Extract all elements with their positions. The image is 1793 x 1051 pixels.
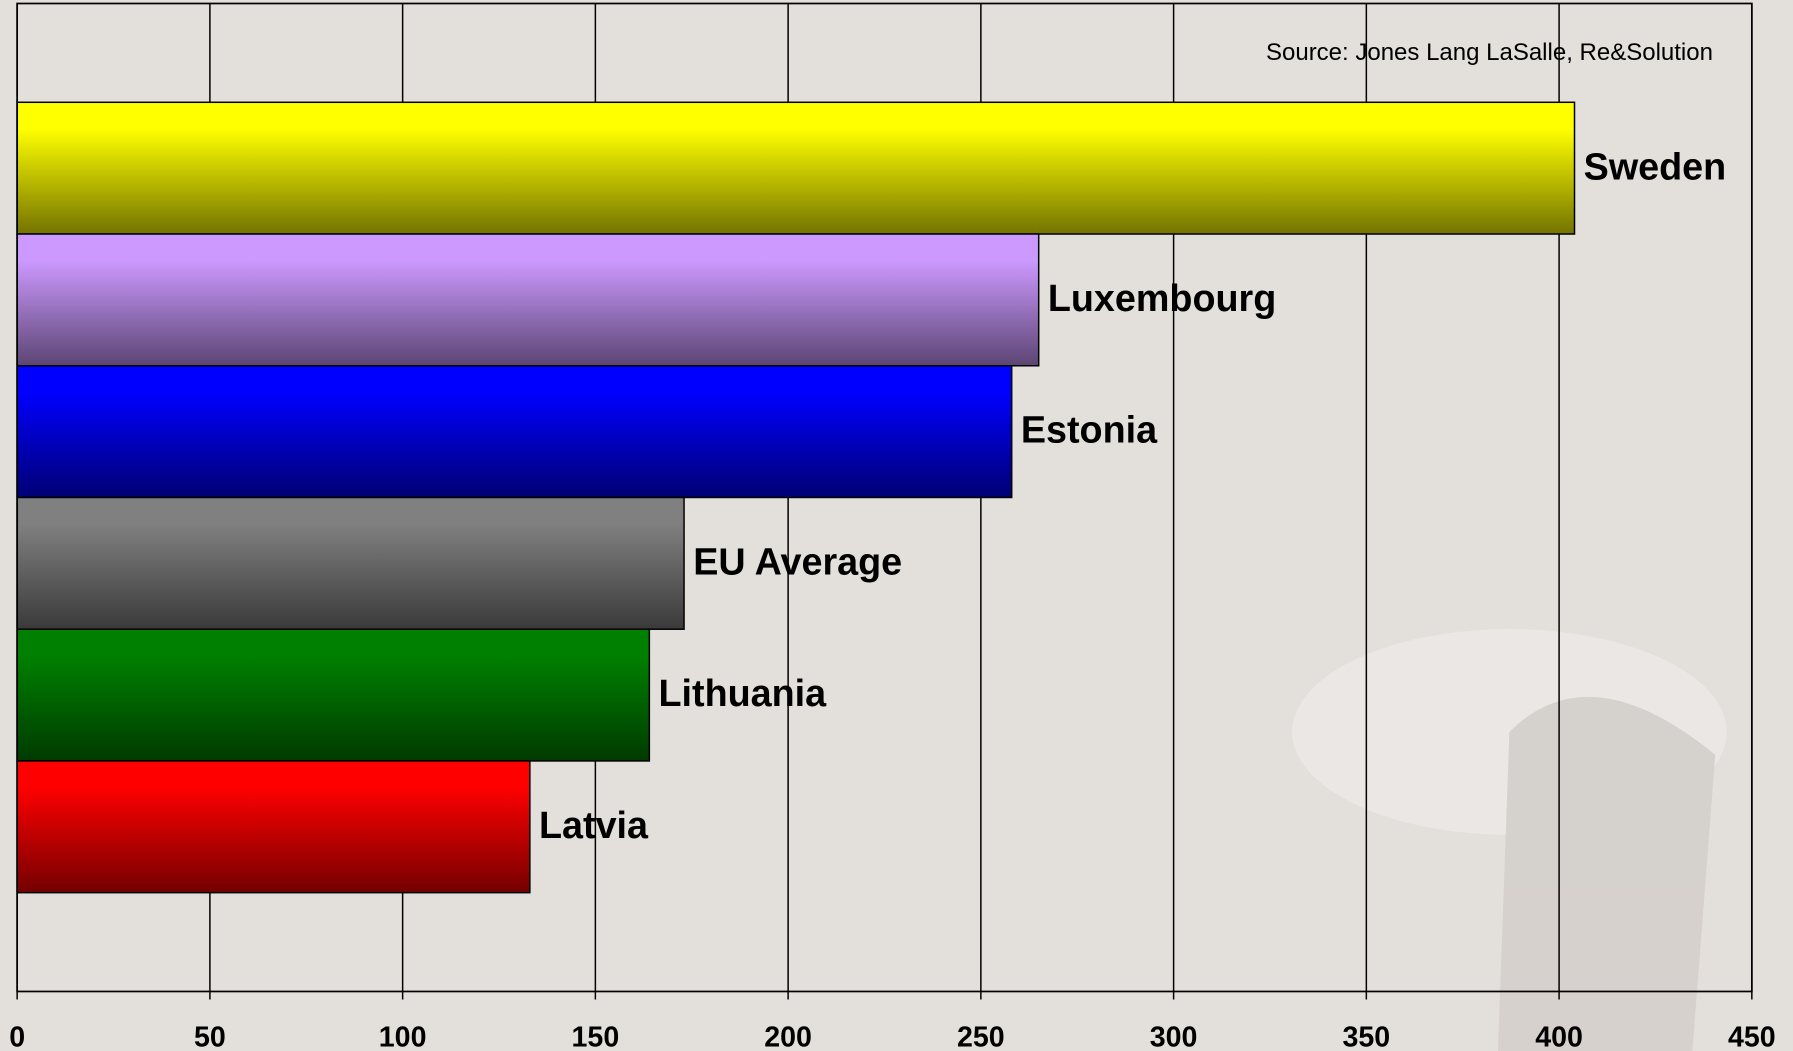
bar bbox=[16, 365, 1013, 499]
x-tick-label: 50 bbox=[194, 1021, 226, 1051]
bar-label: EU Average bbox=[693, 540, 902, 582]
building-decoration bbox=[1292, 628, 1727, 1051]
x-tick-label: 400 bbox=[1535, 1021, 1583, 1051]
bar bbox=[16, 101, 1576, 235]
x-tick-label: 250 bbox=[957, 1021, 1005, 1051]
bar-label: Estonia bbox=[1021, 409, 1158, 451]
bar-label: Sweden bbox=[1584, 145, 1727, 187]
bar-label: Latvia bbox=[539, 804, 649, 846]
bar bbox=[16, 496, 685, 630]
x-tick-label: 0 bbox=[9, 1021, 25, 1051]
source-note: Source: Jones Lang LaSalle, Re&Solution bbox=[1266, 39, 1713, 66]
x-tick-label: 350 bbox=[1343, 1021, 1391, 1051]
bar bbox=[16, 760, 531, 894]
plot-frame bbox=[16, 2, 1753, 993]
x-tick-label: 300 bbox=[1150, 1021, 1198, 1051]
x-tick-label: 100 bbox=[379, 1021, 427, 1051]
bars: Sweden Luxembourg Estonia EU Average Lithuan… bbox=[16, 101, 1727, 894]
bar-label: Luxembourg bbox=[1048, 277, 1276, 319]
x-tick-label: 450 bbox=[1728, 1021, 1776, 1051]
bar-label: Lithuania bbox=[658, 672, 827, 714]
bar bbox=[16, 628, 651, 762]
bar bbox=[16, 233, 1040, 367]
x-tick-label: 200 bbox=[764, 1021, 812, 1051]
x-tick-label: 150 bbox=[572, 1021, 620, 1051]
